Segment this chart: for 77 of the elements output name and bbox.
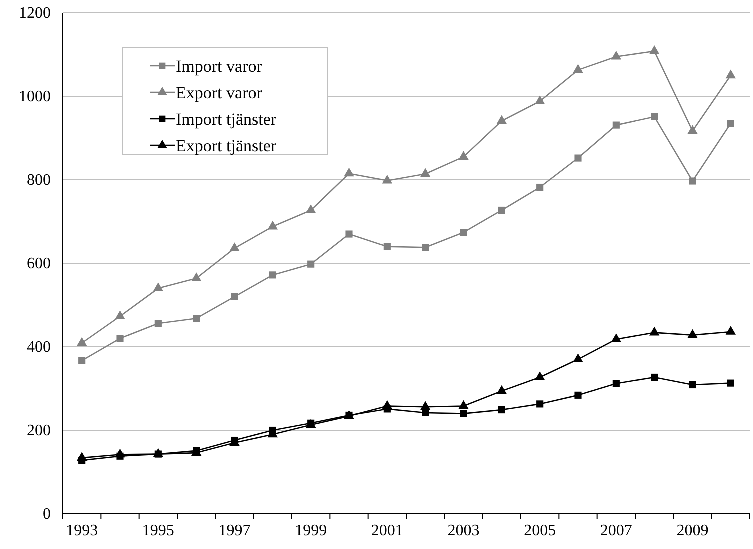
point <box>496 115 508 124</box>
y-tick-label: 1200 <box>19 5 51 22</box>
point <box>573 64 584 74</box>
point <box>231 293 238 300</box>
point <box>76 337 88 346</box>
point <box>536 400 544 408</box>
point <box>116 335 124 342</box>
point <box>498 206 506 214</box>
point <box>458 400 469 410</box>
x-tick-label: 2001 <box>371 522 404 540</box>
point <box>460 410 468 418</box>
y-tick-label: 400 <box>27 339 51 356</box>
point <box>268 220 278 230</box>
x-tick-label: 2003 <box>448 522 480 540</box>
point <box>115 448 126 458</box>
point <box>727 120 734 128</box>
point <box>534 372 546 380</box>
point <box>689 381 696 389</box>
point <box>269 272 276 279</box>
point <box>651 113 658 120</box>
point <box>611 50 622 60</box>
point <box>649 46 660 54</box>
point <box>726 70 736 79</box>
point <box>727 380 734 387</box>
point <box>536 184 544 192</box>
point <box>422 244 430 252</box>
y-tick-label: 200 <box>27 422 51 440</box>
point <box>574 154 582 162</box>
y-tick-label: 600 <box>27 256 51 273</box>
legend-label: Import varor <box>176 57 263 76</box>
x-tick-label: 2005 <box>524 522 556 540</box>
point <box>346 230 353 238</box>
point <box>193 315 200 322</box>
y-tick-label: 0 <box>43 506 51 524</box>
point <box>230 242 240 252</box>
x-tick-label: 1995 <box>142 522 174 540</box>
point <box>191 272 202 282</box>
y-tick-label: 800 <box>27 172 51 190</box>
point <box>573 354 584 362</box>
legend-label: Export varor <box>176 84 263 102</box>
point <box>612 380 620 388</box>
point <box>308 260 315 268</box>
point <box>382 174 393 184</box>
point <box>420 168 431 178</box>
point <box>534 96 546 104</box>
point <box>651 374 658 382</box>
x-tick-label: 1993 <box>66 522 98 540</box>
point <box>76 452 88 461</box>
point <box>154 320 162 328</box>
point <box>726 326 736 335</box>
point <box>384 243 391 250</box>
point <box>153 282 164 292</box>
point <box>78 357 86 364</box>
point <box>382 400 393 410</box>
point <box>649 326 660 336</box>
x-tick-label: 1999 <box>295 522 328 540</box>
point <box>498 406 506 414</box>
point <box>574 392 582 399</box>
point <box>344 168 354 177</box>
point <box>420 401 431 410</box>
x-tick-label: 2007 <box>600 522 632 540</box>
x-tick-label: 2009 <box>676 522 709 540</box>
legend-label: Export tjänster <box>176 136 277 156</box>
point <box>689 178 696 185</box>
point <box>422 409 430 416</box>
point <box>115 310 126 320</box>
point <box>611 334 622 342</box>
x-tick-label: 1997 <box>218 522 251 540</box>
point <box>306 204 316 214</box>
point <box>460 229 468 236</box>
point <box>458 151 469 160</box>
point <box>688 329 698 338</box>
point <box>496 385 508 394</box>
point <box>612 122 620 129</box>
legend-label: Import tjänster <box>176 110 277 129</box>
point <box>688 125 698 134</box>
y-tick-label: 1000 <box>19 88 51 106</box>
